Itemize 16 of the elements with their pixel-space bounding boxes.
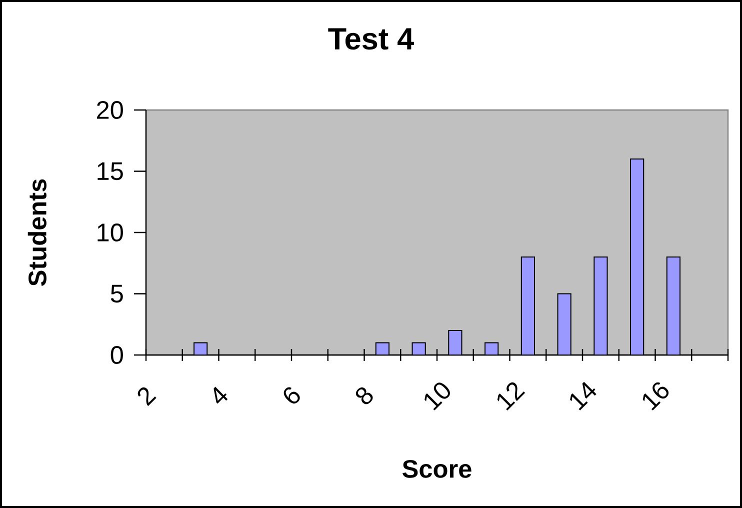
- y-tick-label: 0: [110, 346, 123, 364]
- x-tick-label: 4: [214, 386, 228, 404]
- x-tick-label: 10: [424, 382, 450, 410]
- x-tick-label: 6: [284, 387, 300, 404]
- y-tick-label: 5: [110, 284, 123, 303]
- x-tick-label: 8: [356, 387, 373, 404]
- x-tick-label: 14: [570, 382, 596, 410]
- x-tick-label: 2: [138, 387, 156, 406]
- y-tick-label: 20: [97, 101, 123, 119]
- x-tick-label: 12: [497, 382, 526, 411]
- x-tick-label: 16: [642, 382, 669, 410]
- y-axis-title: Students: [28, 179, 46, 286]
- y-tick-label: 15: [98, 162, 123, 180]
- chart-title: Test 4: [328, 28, 414, 50]
- x-axis-title: Score: [402, 460, 472, 478]
- y-tick-label: 10: [98, 224, 123, 242]
